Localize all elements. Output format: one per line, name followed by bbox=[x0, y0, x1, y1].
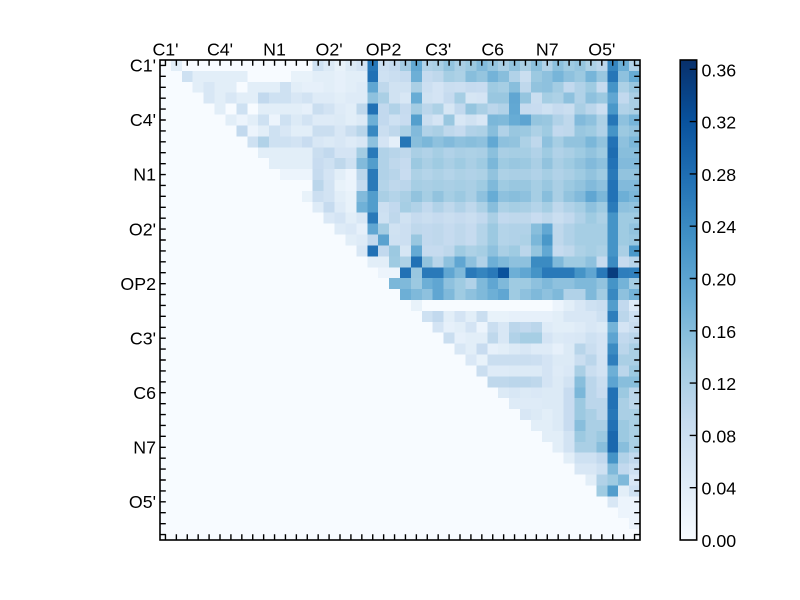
svg-text:0.20: 0.20 bbox=[702, 269, 737, 289]
svg-text:N1: N1 bbox=[263, 40, 286, 60]
svg-text:C3': C3' bbox=[425, 40, 451, 60]
svg-text:0.00: 0.00 bbox=[702, 531, 737, 551]
svg-text:0.32: 0.32 bbox=[702, 113, 737, 133]
svg-text:0.08: 0.08 bbox=[702, 426, 737, 446]
svg-text:O2': O2' bbox=[316, 40, 343, 60]
svg-text:O5': O5' bbox=[129, 492, 156, 512]
svg-text:0.24: 0.24 bbox=[702, 217, 737, 237]
svg-text:0.12: 0.12 bbox=[702, 374, 737, 394]
svg-text:OP2: OP2 bbox=[366, 40, 402, 60]
svg-text:N7: N7 bbox=[133, 438, 156, 458]
svg-text:C6: C6 bbox=[133, 383, 156, 403]
svg-text:0.04: 0.04 bbox=[702, 479, 737, 499]
svg-text:C1': C1' bbox=[152, 40, 178, 60]
svg-text:0.28: 0.28 bbox=[702, 165, 737, 185]
svg-text:O2': O2' bbox=[129, 219, 156, 239]
svg-text:0.16: 0.16 bbox=[702, 322, 737, 342]
svg-text:C4': C4' bbox=[207, 40, 233, 60]
svg-text:N1: N1 bbox=[133, 165, 156, 185]
svg-text:N7: N7 bbox=[536, 40, 559, 60]
svg-text:C1': C1' bbox=[130, 56, 156, 76]
svg-text:C6: C6 bbox=[481, 40, 504, 60]
svg-text:C3': C3' bbox=[130, 328, 156, 348]
svg-text:C4': C4' bbox=[130, 110, 156, 130]
svg-text:O5': O5' bbox=[588, 40, 615, 60]
svg-text:OP2: OP2 bbox=[120, 274, 156, 294]
svg-text:0.36: 0.36 bbox=[702, 60, 737, 80]
